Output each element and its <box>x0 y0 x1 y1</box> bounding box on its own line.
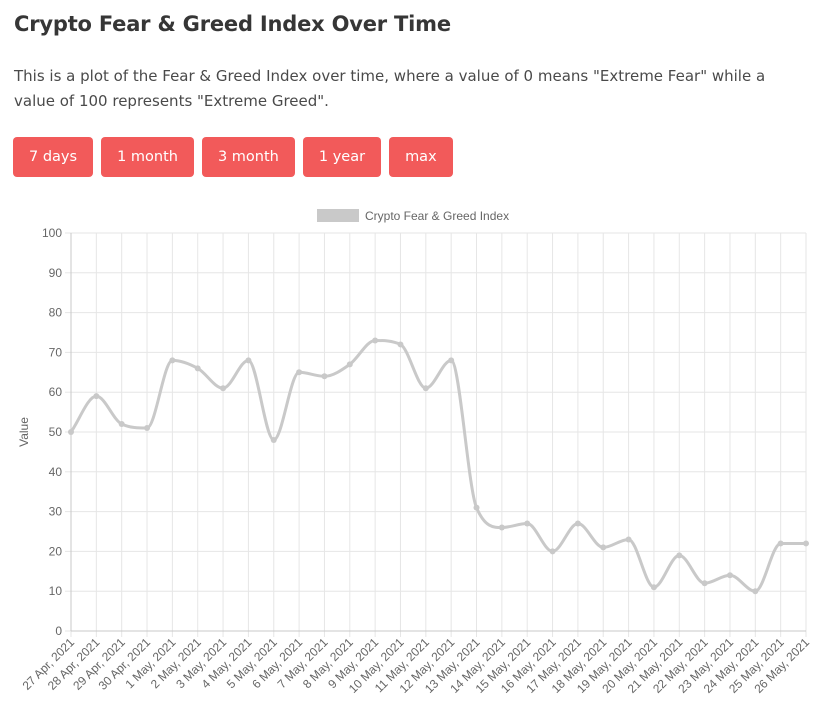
y-tick-label: 80 <box>49 306 63 320</box>
data-point[interactable] <box>803 540 809 547</box>
data-point[interactable] <box>169 357 176 364</box>
series-line <box>69 338 806 593</box>
page-title: Crypto Fear & Greed Index Over Time <box>14 12 451 36</box>
page-description: This is a plot of the Fear & Greed Index… <box>14 67 766 110</box>
data-point[interactable] <box>625 536 632 543</box>
data-point[interactable] <box>650 584 657 591</box>
data-point[interactable] <box>777 540 784 547</box>
y-tick-label: 60 <box>49 385 63 399</box>
y-tick-label: 50 <box>49 425 63 439</box>
range-7-days-button[interactable]: 7 days <box>13 137 94 177</box>
legend-swatch <box>317 209 359 222</box>
data-point[interactable] <box>448 357 455 364</box>
data-point[interactable] <box>68 429 74 435</box>
data-point[interactable] <box>245 357 252 364</box>
data-point[interactable] <box>600 544 607 551</box>
data-point[interactable] <box>346 361 353 368</box>
data-point[interactable] <box>118 421 125 428</box>
data-point[interactable] <box>296 369 303 376</box>
range-1-year-button[interactable]: 1 year <box>302 137 382 177</box>
data-point[interactable] <box>473 504 480 511</box>
y-axis-title: Value <box>17 417 31 447</box>
data-point[interactable] <box>726 572 733 579</box>
data-point[interactable] <box>498 524 505 531</box>
y-tick-label: 90 <box>49 266 63 280</box>
range-3-month-button[interactable]: 3 month <box>201 137 295 177</box>
data-point[interactable] <box>220 385 227 392</box>
series-line-path <box>69 338 806 593</box>
data-points <box>68 337 809 595</box>
data-point[interactable] <box>93 393 100 400</box>
data-point[interactable] <box>422 385 429 392</box>
grid-lines <box>70 232 807 632</box>
range-max-button[interactable]: max <box>389 137 453 177</box>
data-point[interactable] <box>524 520 531 527</box>
y-tick-label: 70 <box>49 345 63 359</box>
data-point[interactable] <box>321 373 328 380</box>
fear-greed-line-chart: Crypto Fear & Greed Index Value 0 10 20 30 4… <box>17 209 813 696</box>
y-tick-label: 30 <box>49 505 63 519</box>
y-tick-label: 20 <box>49 544 63 558</box>
data-point[interactable] <box>549 548 556 555</box>
chart-legend[interactable]: Crypto Fear & Greed Index <box>317 209 509 223</box>
data-point[interactable] <box>194 365 201 372</box>
data-point[interactable] <box>752 588 759 595</box>
y-tick-label: 10 <box>49 584 63 598</box>
data-point[interactable] <box>701 580 708 587</box>
y-tick-label: 0 <box>55 624 62 638</box>
legend-label: Crypto Fear & Greed Index <box>365 209 509 223</box>
data-point[interactable] <box>144 425 151 432</box>
y-tick-label: 100 <box>42 226 62 240</box>
data-point[interactable] <box>574 520 581 527</box>
data-point[interactable] <box>372 337 379 344</box>
y-tick-labels: 0 10 20 30 40 50 60 70 80 90 100 <box>42 226 62 638</box>
data-point[interactable] <box>270 436 277 443</box>
y-tick-label: 40 <box>49 465 63 479</box>
range-1-month-button[interactable]: 1 month <box>101 137 194 177</box>
data-point[interactable] <box>676 552 683 559</box>
data-point[interactable] <box>397 341 404 348</box>
time-range-buttons: 7 days 1 month 3 month 1 year max <box>13 137 453 177</box>
